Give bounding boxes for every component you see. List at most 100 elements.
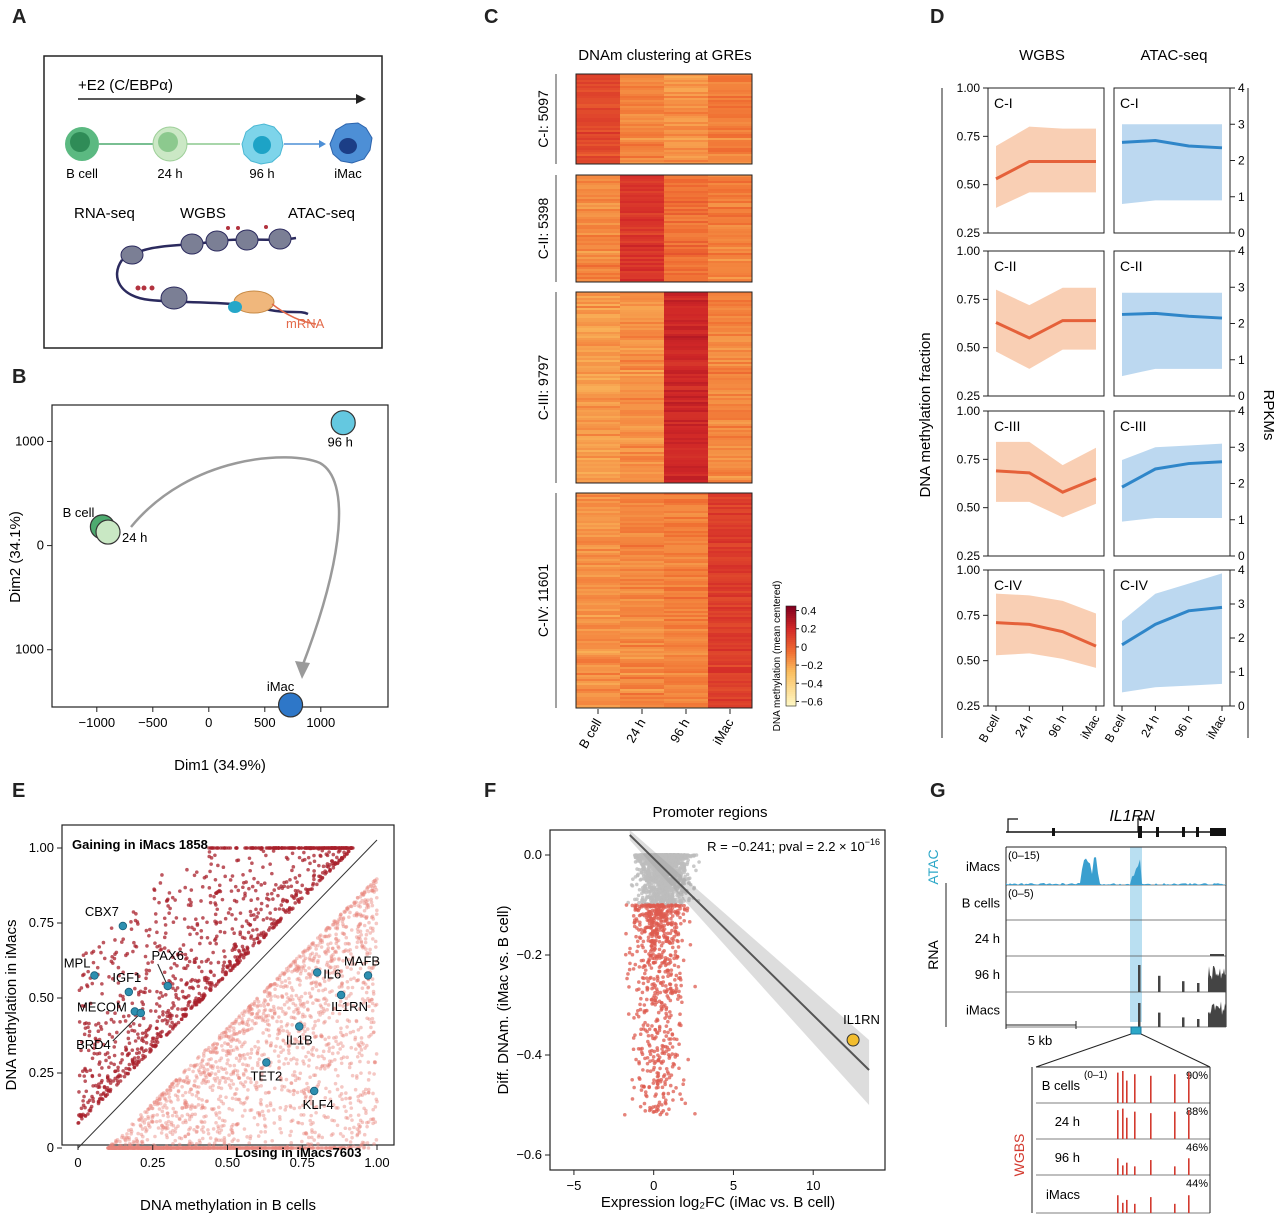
lose-point <box>115 1146 119 1150</box>
lose-point <box>106 1146 110 1150</box>
lose-point <box>291 1092 296 1097</box>
gain-point <box>256 880 260 885</box>
heat-stripe <box>708 577 752 579</box>
heat-stripe <box>708 110 752 112</box>
lose-point <box>263 1125 268 1129</box>
lose-point <box>165 1135 169 1140</box>
heat-stripe <box>708 259 752 261</box>
lose-point <box>355 927 360 931</box>
lose-point <box>288 1089 292 1094</box>
lose-point <box>133 1146 137 1150</box>
lose-point <box>154 1146 159 1150</box>
lose-point <box>165 1111 170 1116</box>
d-xlabel: B cell <box>976 713 1003 745</box>
lose-point <box>324 1043 329 1047</box>
lose-point <box>184 1146 189 1150</box>
gain-point <box>166 1008 171 1013</box>
heat-stripe <box>664 302 708 304</box>
lose-point <box>263 1091 268 1095</box>
heat-stripe <box>620 136 664 138</box>
heat-stripe <box>576 585 620 587</box>
lose-point <box>240 1146 245 1150</box>
lose-point <box>365 1043 369 1048</box>
lose-point <box>326 1063 330 1068</box>
wgbs-row-3: C-IV1.000.750.500.25 <box>957 563 1105 713</box>
lose-point <box>207 1146 211 1150</box>
lose-point <box>176 1146 180 1150</box>
lose-point <box>170 1113 175 1118</box>
lose-point <box>360 1053 364 1058</box>
lose-point <box>256 1039 260 1044</box>
gain-point <box>327 850 331 854</box>
heat-stripe <box>620 154 664 156</box>
gain-point <box>251 943 255 948</box>
lose-point <box>368 947 372 952</box>
heat-stripe <box>576 589 620 591</box>
lose-point <box>359 940 364 945</box>
lose-point <box>338 1047 342 1051</box>
lose-point <box>121 1146 125 1150</box>
lose-point <box>224 1071 229 1075</box>
lose-point <box>311 1026 316 1031</box>
lose-point <box>118 1139 122 1144</box>
heat-stripe <box>708 318 752 320</box>
heat-stripe <box>664 432 708 434</box>
heat-stripe <box>620 318 664 320</box>
lose-point <box>175 1094 180 1099</box>
lose-point <box>159 1146 164 1150</box>
lose-point <box>266 1109 271 1113</box>
lose-point <box>239 1146 244 1150</box>
gain-point <box>254 907 258 912</box>
heat-stripe <box>664 537 708 539</box>
lose-point <box>356 1146 360 1150</box>
lose-point <box>301 1088 306 1092</box>
lose-point <box>286 1048 291 1052</box>
lose-point <box>118 1146 123 1150</box>
gain-point <box>278 918 282 922</box>
lose-point <box>334 1039 338 1044</box>
heat-stripe <box>620 388 664 390</box>
lose-point <box>146 1116 151 1121</box>
gain-point <box>101 1091 106 1095</box>
lose-point <box>227 1146 232 1150</box>
gain-point <box>115 1030 119 1035</box>
gain-point <box>217 883 222 888</box>
heat-stripe <box>620 446 664 448</box>
gain-point <box>248 846 252 850</box>
lose-point <box>280 1084 284 1089</box>
heat-stripe <box>620 227 664 229</box>
heat-stripe <box>620 185 664 187</box>
lose-point <box>285 1146 290 1150</box>
colorbar-step <box>786 646 796 649</box>
heat-stripe <box>664 342 708 344</box>
lose-point <box>187 1104 191 1109</box>
lose-point <box>373 939 378 944</box>
lose-point <box>244 1146 248 1150</box>
lose-point <box>161 1146 166 1150</box>
lose-point <box>240 1146 245 1150</box>
gain-point <box>132 1065 137 1070</box>
lose-point <box>164 1146 168 1150</box>
lose-point <box>314 1105 319 1109</box>
heat-stripe <box>576 450 620 452</box>
lose-point <box>222 1146 227 1150</box>
lose-point <box>371 966 375 970</box>
heat-stripe <box>664 304 708 306</box>
heat-stripe <box>708 503 752 505</box>
lose-point <box>351 1144 356 1149</box>
lose-point <box>146 1123 151 1128</box>
lose-point <box>254 1080 259 1085</box>
gain-point <box>133 918 138 923</box>
lose-point <box>331 1045 335 1050</box>
lose-point <box>283 1146 287 1150</box>
heat-stripe <box>576 223 620 225</box>
gain-point <box>122 1074 127 1079</box>
heat-stripe <box>620 124 664 126</box>
lose-point <box>129 1146 133 1150</box>
lose-point <box>223 1146 228 1150</box>
heat-stripe <box>708 448 752 450</box>
gain-point <box>294 893 298 898</box>
heat-stripe <box>620 649 664 651</box>
lose-point <box>316 958 320 963</box>
lose-point <box>329 959 333 964</box>
